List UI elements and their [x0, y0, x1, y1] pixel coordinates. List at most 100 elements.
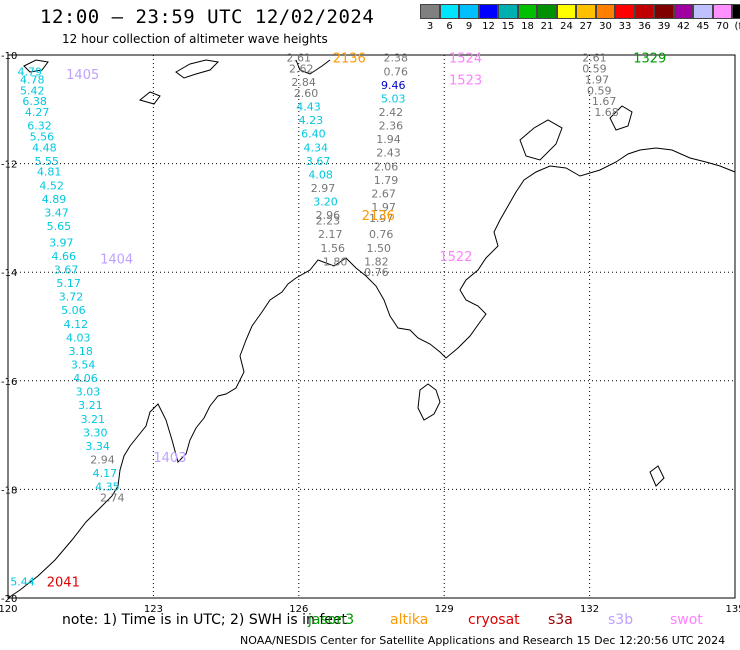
wave-height-label: 2.61 [287, 52, 312, 65]
coastline-segment [23, 59, 49, 73]
wave-height-label: 4.17 [93, 467, 118, 480]
scale-swatch [732, 4, 740, 19]
coastline [7, 59, 736, 599]
wave-height-label: 9.46 [381, 79, 406, 92]
wave-height-label: 0.76 [364, 266, 389, 279]
wave-height-label: 4.89 [42, 193, 67, 206]
scale-swatch [498, 4, 518, 19]
scale-swatch [439, 4, 459, 19]
wave-height-label: 5.03 [381, 92, 406, 105]
pass-time-label: 2136 [362, 209, 395, 224]
wave-height-label: 5.56 [30, 130, 55, 143]
scale-swatch [576, 4, 596, 19]
coastline-segment [175, 59, 220, 79]
wave-height-label: 2.23 [316, 215, 341, 228]
latitude-tick-label: -10 [1, 51, 17, 62]
wave-height-label: 1.82 [364, 255, 389, 268]
scale-swatch [517, 4, 537, 19]
scale-swatch [712, 4, 732, 19]
wave-height-label: 2.96 [316, 209, 341, 222]
wave-height-label: 3.54 [71, 359, 96, 372]
latitude-tick-label: -12 [1, 160, 17, 171]
wave-height-label: 5.06 [61, 304, 86, 317]
wave-height-label: 1.97 [585, 73, 610, 86]
wave-height-label: 4.79 [18, 65, 43, 78]
wave-height-label: 4.43 [296, 101, 321, 114]
satellite-legend-item: jason3 [308, 612, 355, 628]
satellite-legend-item: swot [670, 612, 703, 628]
scale-label: 30 [599, 21, 612, 32]
wave-height-label: 4.78 [20, 73, 45, 86]
wave-height-label: 1.80 [323, 255, 348, 268]
chart-subtitle: 12 hour collection of altimeter wave hei… [62, 32, 328, 46]
pass-time-label: 2136 [333, 52, 366, 67]
wave-height-label: 4.35 [95, 481, 120, 494]
wave-height-label: 2.94 [90, 454, 115, 467]
satellite-legend-item: s3a [548, 612, 573, 628]
wave-height-label: 5.42 [20, 84, 45, 97]
scale-label: 6 [446, 21, 453, 32]
latitude-tick-label: -20 [1, 594, 17, 605]
wave-height-label: 1.67 [592, 95, 617, 108]
wave-height-label: 1.97 [371, 201, 396, 214]
wave-height-label: 3.67 [54, 263, 79, 276]
scale-swatch [615, 4, 635, 19]
wave-height-label: 2.62 [289, 63, 314, 76]
wave-height-label: 3.21 [81, 413, 106, 426]
scale-label: (ft) [734, 21, 740, 32]
wave-height-label: 0.59 [587, 84, 612, 97]
wave-height-label: 4.06 [73, 372, 98, 385]
wave-height-label: 3.21 [78, 399, 103, 412]
latitude-tick-label: -14 [1, 268, 17, 279]
scale-swatch [595, 4, 615, 19]
pass-time-label: 2041 [47, 576, 80, 591]
longitude-tick-label: 135 [725, 604, 740, 615]
wave-height-label: 4.27 [25, 106, 50, 119]
coastline-segment [295, 59, 331, 75]
pass-time-label: 1522 [439, 250, 472, 265]
scale-label: 18 [521, 21, 534, 32]
coastline-segment [7, 147, 736, 599]
pass-time-label: 1403 [153, 451, 186, 466]
map-frame [7, 54, 736, 599]
wave-height-label: 4.52 [39, 179, 64, 192]
scale-label: 33 [618, 21, 632, 32]
wave-height-label: 3.72 [59, 291, 84, 304]
wave-height-label: 4.08 [308, 168, 333, 181]
satellite-legend-item: altika [390, 612, 429, 628]
wave-height-label: 6.32 [27, 120, 52, 133]
wave-height-label: 1.79 [374, 174, 399, 187]
wave-height-label: 3.47 [44, 206, 69, 219]
satellite-legend-item: s3b [608, 612, 634, 628]
pass-time-label: 1405 [66, 68, 99, 83]
wave-height-label: 5.17 [56, 277, 81, 290]
wave-height-label: 1.97 [369, 212, 394, 225]
scale-swatch [673, 4, 693, 19]
longitude-tick-label: 120 [0, 604, 18, 615]
wave-height-label: 4.34 [304, 141, 329, 154]
scale-label: 3 [426, 21, 434, 32]
wave-height-label: 4.23 [299, 114, 324, 127]
scale-label: 21 [540, 21, 554, 32]
wave-height-label: 3.20 [313, 196, 338, 209]
pass-labels: 1405 1404 1403 2041 2136 2136 1524 1523 1522 1329 [47, 52, 667, 591]
longitude-tick-label: 123 [144, 604, 163, 615]
latitude-tick-label: -18 [1, 485, 17, 496]
wave-height-label: 2.43 [376, 147, 401, 160]
wave-height-label: 1.68 [594, 106, 619, 119]
wave-height-label: 2.84 [291, 76, 316, 89]
wave-height-label: 0.76 [369, 228, 394, 241]
latitude-tick-label: -16 [1, 377, 17, 388]
wave-height-label: 0.59 [582, 63, 607, 76]
wave-height-label: 5.65 [47, 220, 72, 233]
scale-label: 15 [501, 21, 515, 32]
wave-height-label: 2.06 [374, 160, 399, 173]
longitude-tick-label: 132 [580, 604, 599, 615]
wave-height-label: 5.55 [35, 155, 60, 168]
pass-time-label: 1524 [449, 52, 482, 67]
scale-label: 9 [465, 21, 473, 32]
graticule [7, 54, 736, 599]
scale-label: 39 [657, 21, 671, 32]
scale-label: 12 [482, 21, 495, 32]
